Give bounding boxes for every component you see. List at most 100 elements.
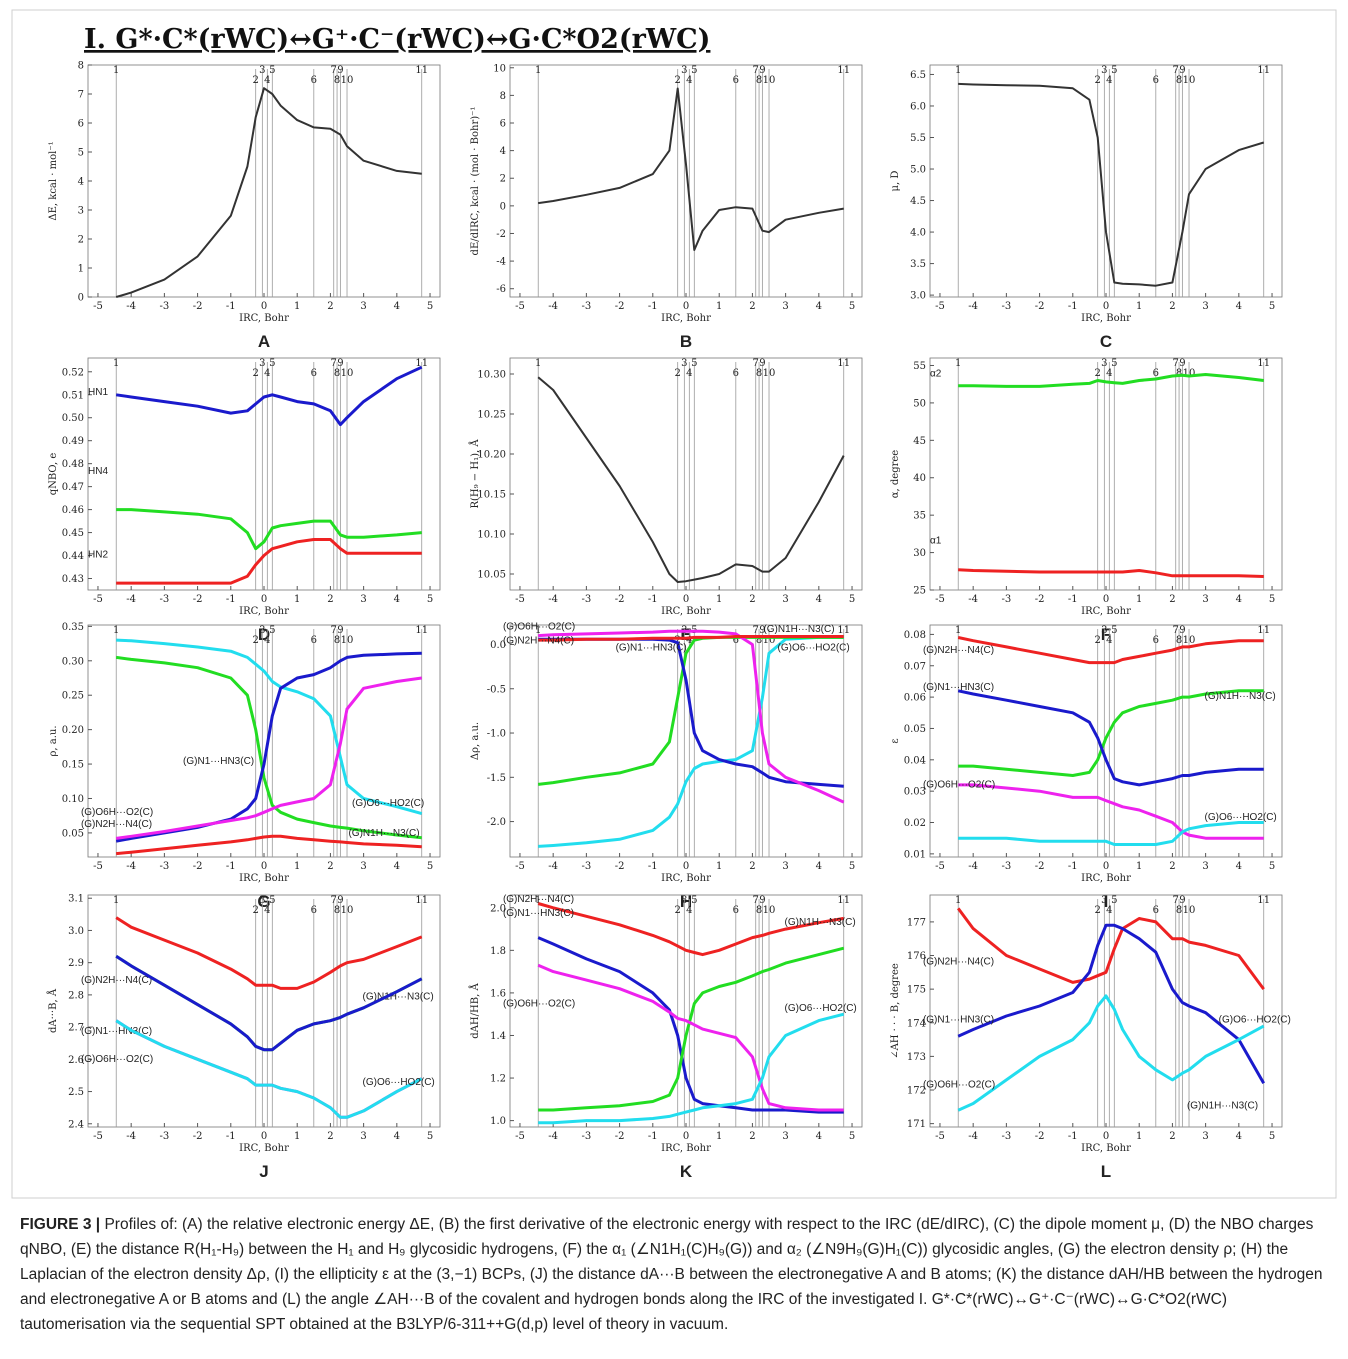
- x-tick-label: 2: [749, 301, 755, 312]
- x-tick-label: 4: [394, 1131, 400, 1142]
- y-tick-label: 8: [78, 61, 84, 72]
- y-tick-label: 10.30: [477, 370, 506, 381]
- y-tick-label: 1.8: [490, 946, 506, 957]
- irc-marker-label: 5: [1111, 358, 1117, 369]
- x-tick-label: 0: [261, 301, 267, 312]
- x-tick-label: 4: [1236, 861, 1242, 872]
- x-tick-label: -2: [1035, 301, 1045, 312]
- y-tick-label: 0.47: [62, 482, 84, 493]
- figure-title: I. G*·C*(rWC)↔G⁺·C⁻(rWC)↔G·C*O2(rWC): [84, 24, 710, 55]
- irc-marker-label: 1: [113, 358, 119, 369]
- irc-marker-label: 10: [1183, 905, 1196, 916]
- irc-marker-label: 1: [955, 358, 961, 369]
- irc-marker-label: 5: [691, 65, 697, 76]
- x-tick-label: 3: [782, 594, 788, 605]
- irc-marker-label: 1: [955, 895, 961, 906]
- series-label: (G)O6H···O2(C): [503, 622, 575, 633]
- irc-marker-label: 8: [334, 635, 340, 646]
- x-tick-label: -1: [648, 301, 658, 312]
- x-tick-label: -3: [1002, 301, 1012, 312]
- x-tick-label: -1: [226, 301, 236, 312]
- x-tick-label: 4: [816, 301, 822, 312]
- y-tick-label: -2: [496, 229, 506, 240]
- y-axis-label: α, degree: [890, 450, 901, 499]
- x-axis-label: IRC, Bohr: [239, 606, 289, 617]
- x-axis-label: IRC, Bohr: [661, 1143, 711, 1154]
- irc-marker-label: 6: [311, 905, 317, 916]
- series-label: (G)N2H···N4(C): [503, 636, 574, 647]
- x-axis-label: IRC, Bohr: [1081, 1143, 1131, 1154]
- series-label: (G)O6···HO2(C): [352, 798, 424, 809]
- y-tick-label: 0.15: [62, 760, 84, 771]
- x-tick-label: 0: [683, 594, 689, 605]
- x-tick-label: 2: [1169, 1131, 1175, 1142]
- x-tick-label: 1: [716, 594, 722, 605]
- x-tick-label: 0: [683, 1131, 689, 1142]
- irc-marker-label: 8: [1176, 368, 1182, 379]
- data-line: [116, 540, 422, 584]
- series-label: (G)N1H···N3(C): [363, 991, 434, 1002]
- irc-marker-label: 5: [269, 895, 275, 906]
- x-tick-label: 5: [1269, 301, 1275, 312]
- series-label: (G)O6H···O2(C): [923, 1080, 995, 1091]
- irc-marker-label: 8: [756, 368, 762, 379]
- y-tick-label: 0.35: [62, 622, 84, 633]
- y-tick-label: 1.4: [490, 1031, 506, 1042]
- irc-marker-label: 6: [1153, 905, 1159, 916]
- series-label: (G)N2H···N4(C): [81, 819, 152, 830]
- x-tick-label: -4: [126, 301, 136, 312]
- irc-marker-label: 8: [1176, 905, 1182, 916]
- plot-frame: [510, 358, 862, 590]
- data-line: [116, 956, 422, 1049]
- x-axis-label: IRC, Bohr: [661, 313, 711, 324]
- caption-label: FIGURE 3 |: [20, 1216, 100, 1233]
- x-tick-label: 0: [261, 594, 267, 605]
- irc-marker-label: 2: [675, 368, 681, 379]
- plot-frame: [930, 65, 1282, 297]
- irc-marker-label: 4: [264, 368, 270, 379]
- series-label: (G)N2H···N4(C): [503, 894, 574, 905]
- x-tick-label: -5: [935, 1131, 945, 1142]
- y-tick-label: 0.20: [62, 725, 84, 736]
- x-axis-label: IRC, Bohr: [661, 873, 711, 884]
- irc-marker-label: 4: [1106, 635, 1112, 646]
- irc-marker-label: 1: [113, 625, 119, 636]
- x-axis-label: IRC, Bohr: [1081, 873, 1131, 884]
- x-tick-label: 0: [261, 861, 267, 872]
- x-tick-label: 3: [360, 861, 366, 872]
- series-label: HN2: [88, 550, 108, 561]
- y-tick-label: -4: [496, 257, 506, 268]
- irc-marker-label: 4: [264, 75, 270, 86]
- irc-marker-label: 5: [1111, 65, 1117, 76]
- irc-marker-label: 10: [341, 75, 354, 86]
- irc-marker-label: 8: [1176, 75, 1182, 86]
- x-tick-label: -4: [126, 1131, 136, 1142]
- x-tick-label: -4: [548, 1131, 558, 1142]
- y-tick-label: 173: [907, 1052, 926, 1063]
- panel-label: J: [259, 1162, 268, 1181]
- x-tick-label: 2: [1169, 861, 1175, 872]
- panel-label: L: [1101, 1162, 1111, 1181]
- x-tick-label: 1: [294, 861, 300, 872]
- x-tick-label: 5: [427, 861, 433, 872]
- x-tick-label: -2: [193, 861, 203, 872]
- x-tick-label: -5: [93, 594, 103, 605]
- x-tick-label: -4: [548, 301, 558, 312]
- x-tick-label: -3: [582, 1131, 592, 1142]
- y-tick-label: 1.0: [490, 1116, 506, 1127]
- data-line: [958, 691, 1263, 785]
- y-tick-label: 0.46: [62, 505, 84, 516]
- x-tick-label: 4: [816, 1131, 822, 1142]
- y-tick-label: 3: [78, 206, 84, 217]
- irc-marker-label: 2: [253, 75, 259, 86]
- irc-marker-label: 11: [415, 65, 428, 76]
- y-tick-label: 10.15: [477, 490, 506, 501]
- series-label: (G)N1H···N3(C): [763, 624, 834, 635]
- x-tick-label: 3: [1202, 861, 1208, 872]
- irc-marker-label: 11: [415, 895, 428, 906]
- panel-label: A: [258, 332, 270, 351]
- plot-frame: [930, 895, 1282, 1127]
- y-tick-label: 0.51: [62, 390, 84, 401]
- irc-marker-label: 4: [1106, 368, 1112, 379]
- x-tick-label: 0: [1103, 301, 1109, 312]
